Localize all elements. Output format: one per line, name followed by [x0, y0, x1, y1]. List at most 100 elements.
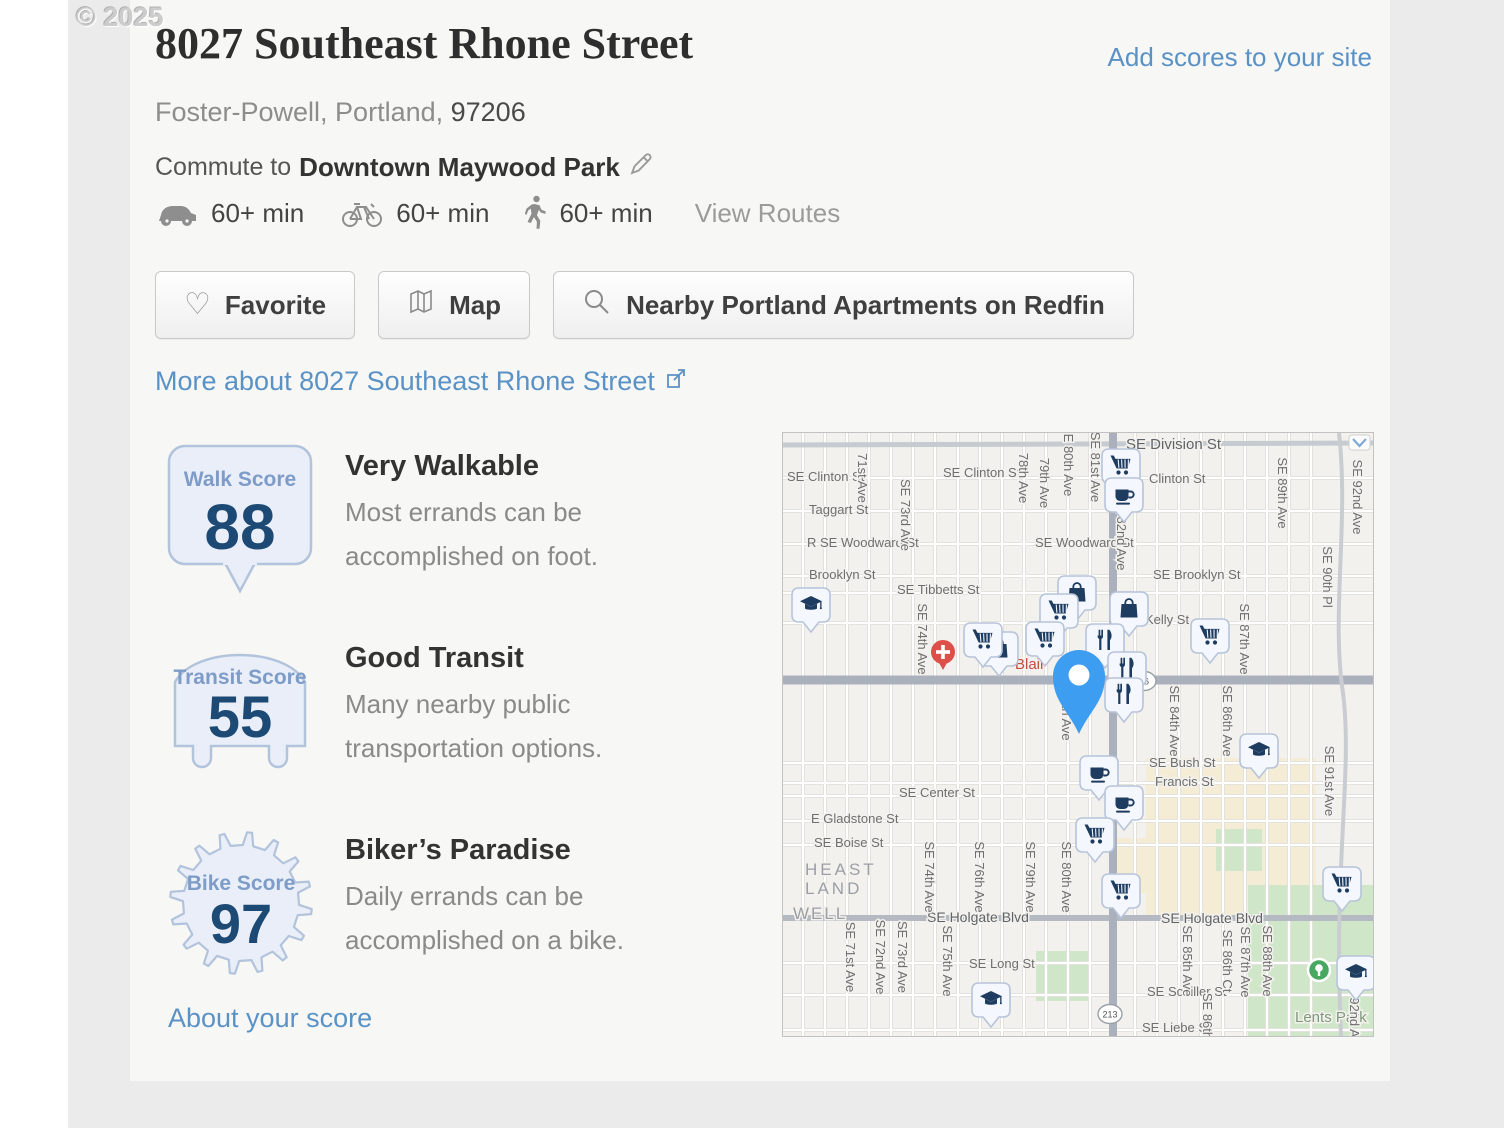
map-marker-cart[interactable]	[1322, 866, 1362, 913]
map-marker-utensils[interactable]	[1104, 677, 1144, 724]
bike-score-label: Bike Score	[187, 872, 296, 895]
map-marker-cart[interactable]	[1075, 817, 1115, 864]
street-label: SE Tibbetts St	[897, 582, 980, 597]
street-label: SE Long St	[969, 956, 1035, 971]
street-label: Francis St	[1155, 774, 1214, 789]
favorite-button[interactable]: ♡ Favorite	[155, 271, 356, 339]
map-collapse-control[interactable]	[1348, 434, 1371, 451]
map-marker-cart[interactable]	[1025, 621, 1065, 668]
map-button[interactable]: Map	[378, 271, 531, 339]
content-card: 8027 Southeast Rhone Street Add scores t…	[130, 0, 1390, 1081]
highway-shield: 213	[1097, 1003, 1123, 1025]
transit-score-row: Transit Score 55 Good Transit Many nearb…	[165, 634, 785, 786]
street-label: SE Boise St	[814, 835, 884, 850]
street-label: Lents Park	[1295, 1009, 1367, 1026]
scores-section: Walk Score 88 Very Walkable Most errands…	[165, 442, 785, 978]
street-label: SE 88th Ave	[1260, 925, 1275, 996]
commute-times-row: 60+ min 60+ min 60+ min View Routes	[155, 195, 840, 231]
svg-text:213: 213	[1102, 1010, 1117, 1020]
walk-score-label: Walk Score	[184, 468, 296, 491]
street-label: SE 71st Ave	[843, 922, 858, 993]
street-label: SE 79th Ave	[1023, 841, 1038, 912]
street-label: SE Clinton St	[787, 469, 865, 484]
map-marker-grad[interactable]	[971, 982, 1011, 1029]
nearby-apartments-label: Nearby Portland Apartments on Redfin	[626, 289, 1105, 320]
map-marker-cup[interactable]	[1104, 785, 1144, 832]
transit-score-title: Good Transit	[345, 642, 524, 674]
street-label: WELL	[793, 904, 847, 923]
map-marker-cart[interactable]	[1190, 618, 1230, 665]
edit-pencil-icon[interactable]	[628, 151, 654, 184]
street-label: SE 87th Ave	[1238, 926, 1253, 997]
street-label: SE Woodward St	[1035, 535, 1134, 550]
transit-score-value: 55	[208, 685, 273, 750]
street-label: SE Bush St	[1149, 755, 1216, 770]
walk-score-value: 88	[204, 491, 275, 563]
action-buttons: ♡ Favorite Map Nearby Portland Apartment…	[155, 271, 1134, 339]
street-label: 78th Ave	[1016, 453, 1031, 503]
bike-score-description: Daily errands can be accomplished on a b…	[345, 881, 624, 955]
street-label: SE 74th Ave	[922, 841, 937, 912]
street-label: SE 90th Pl	[1320, 546, 1335, 608]
about-your-score-link[interactable]: About your score	[168, 1003, 373, 1033]
street-label: SE Liebe St	[1142, 1020, 1211, 1035]
bike-score-badge: Bike Score 97	[169, 831, 313, 975]
copyright-watermark: © 2025	[76, 2, 164, 32]
external-link-icon	[665, 366, 687, 397]
bike-score-title: Biker’s Paradise	[345, 834, 571, 866]
street-label: SE Center St	[899, 785, 975, 800]
map-button-label: Map	[449, 289, 502, 320]
street-label: SE Holgate Blvd	[927, 909, 1029, 925]
street-label: Clinton St	[1149, 471, 1206, 486]
street-label: SE 72nd Ave	[873, 920, 888, 995]
street-label: SE Schiller St	[1147, 984, 1227, 999]
car-commute-time: 60+ min	[211, 197, 305, 228]
map-marker-medical[interactable]	[931, 640, 955, 670]
walk-score-row: Walk Score 88 Very Walkable Most errands…	[165, 442, 785, 594]
view-routes-link[interactable]: View Routes	[694, 197, 841, 228]
nearby-apartments-button[interactable]: Nearby Portland Apartments on Redfin	[553, 271, 1134, 339]
map-marker-parkdot[interactable]	[1306, 957, 1332, 983]
add-scores-link[interactable]: Add scores to your site	[1107, 42, 1372, 72]
street-label: LAND	[805, 879, 862, 898]
street-label: SE 87th Ave	[1237, 603, 1252, 674]
street-label: R SE Woodward St	[807, 535, 919, 550]
street-label: SE Brooklyn St	[1153, 567, 1241, 582]
map-marker-cart[interactable]	[1101, 873, 1141, 920]
map-marker-grad[interactable]	[791, 587, 831, 634]
street-label: SE 76th Ave	[972, 841, 987, 912]
street-label: SE 75th Ave	[940, 925, 955, 996]
street-label: SE Division St	[1126, 436, 1222, 453]
commute-line: Commute to Downtown Maywood Park	[155, 151, 654, 184]
transit-score-label: Transit Score	[173, 666, 306, 689]
street-label: SE 85th Ave	[1180, 925, 1195, 996]
map-marker-cup[interactable]	[1104, 477, 1144, 524]
street-label: SE 80th Ave	[1059, 841, 1074, 912]
walk-score-description: Most errands can be accomplished on foot…	[345, 497, 598, 571]
bike-score-row: Bike Score 97 Biker’s Paradise Daily err…	[165, 826, 785, 978]
bike-score-text: Biker’s Paradise Daily errands can be ac…	[345, 826, 685, 962]
more-about-link[interactable]: More about 8027 Southeast Rhone Street	[155, 366, 687, 397]
search-icon	[582, 287, 612, 324]
street-label: HEAST	[805, 860, 877, 879]
transit-score-badge: Transit Score 55	[173, 653, 307, 769]
street-label: SE 81st Ave	[1088, 433, 1103, 502]
street-label: SE 73rd Ave	[895, 921, 910, 993]
commute-destination: Downtown Maywood Park	[299, 152, 620, 182]
street-label: SE 84th Ave	[1167, 685, 1182, 756]
bike-commute-time: 60+ min	[396, 197, 490, 228]
street-label: SE 92nd Ave	[1350, 460, 1365, 535]
location-pin[interactable]	[1053, 650, 1105, 734]
car-icon	[155, 198, 199, 228]
street-label: SE 74th Ave	[915, 603, 930, 674]
neighborhood-city: Foster-Powell, Portland,	[155, 97, 451, 127]
map-marker-grad[interactable]	[1239, 733, 1279, 780]
street-label: Taggart St	[809, 502, 869, 517]
walk-commute-time: 60+ min	[559, 197, 653, 228]
map-marker-grad[interactable]	[1336, 955, 1373, 1002]
bike-icon	[340, 197, 384, 229]
map-marker-cart[interactable]	[963, 622, 1003, 669]
street-label: 71st Ave	[855, 453, 870, 503]
transit-score-text: Good Transit Many nearby public transpor…	[345, 634, 685, 770]
